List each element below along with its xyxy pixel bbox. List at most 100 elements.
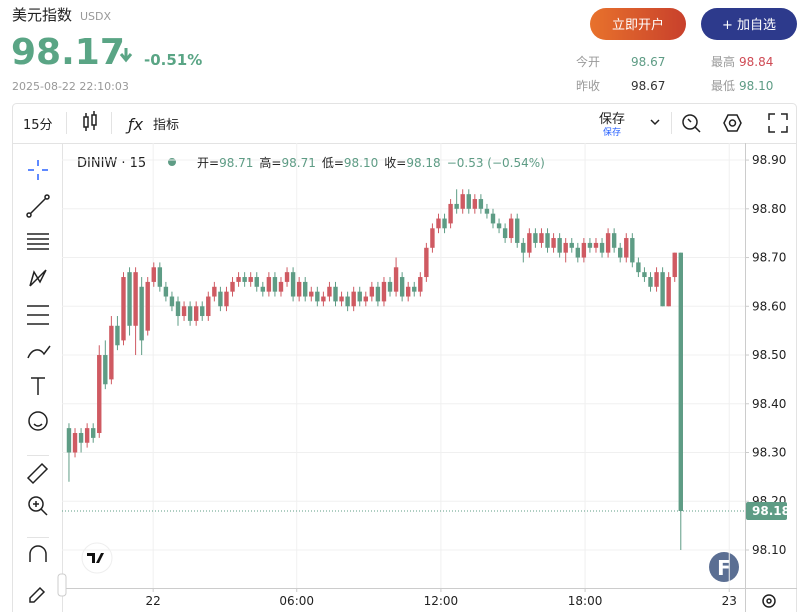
candle-body — [642, 272, 647, 278]
settings-icon[interactable] — [723, 114, 742, 132]
candle-body — [284, 272, 290, 282]
candle-body — [636, 262, 641, 273]
candles-icon[interactable] — [83, 111, 97, 131]
candle-body — [375, 286, 381, 302]
legend-label: 收= — [384, 156, 406, 170]
magnet-tool[interactable] — [29, 545, 47, 562]
stat-value: 98.67 — [631, 79, 665, 93]
candle-body — [169, 296, 175, 307]
plot: 98.9098.8098.7098.6098.5098.4098.3098.20… — [62, 143, 790, 608]
brush-tool[interactable] — [27, 345, 51, 359]
save[interactable]: 保存 — [599, 112, 625, 127]
interval[interactable]: 15分 — [23, 118, 53, 133]
save-menu[interactable] — [650, 119, 660, 126]
legend-label: 高= — [259, 155, 281, 170]
candle-body — [660, 272, 665, 307]
symbol: DINIW · 15 — [77, 156, 146, 171]
indicators[interactable]: 指标 — [153, 118, 179, 133]
candle-body — [121, 277, 126, 341]
candle-body — [515, 218, 520, 243]
candle-body — [624, 238, 629, 258]
candle-body — [581, 242, 587, 258]
stat-label: 今开 — [576, 54, 600, 69]
candle-body — [381, 281, 387, 302]
crosshair-tool[interactable] — [28, 160, 48, 180]
stat-label: 昨收 — [576, 79, 600, 93]
candle-body — [133, 272, 138, 326]
candle-body — [618, 247, 623, 258]
candle-body — [139, 286, 144, 341]
candle-body — [399, 277, 405, 297]
price: 98.17 — [11, 32, 125, 73]
collapse-handle[interactable] — [57, 573, 67, 597]
projection-tool[interactable] — [27, 305, 49, 325]
x-tick-label: 18:00 — [568, 594, 603, 608]
watchlist-button[interactable] — [701, 8, 797, 40]
alert-icon[interactable] — [682, 114, 701, 133]
y-tick-label: 98.40 — [752, 397, 786, 411]
candle-body — [466, 194, 471, 209]
candle-body — [672, 252, 677, 278]
candle-body — [569, 242, 574, 248]
candle-body — [351, 291, 356, 307]
candle-body — [187, 306, 193, 321]
candle-body — [127, 272, 132, 326]
chart-panel — [12, 103, 797, 612]
axis-settings[interactable] — [762, 594, 776, 608]
lock-draw-tool[interactable] — [29, 586, 46, 603]
candle-body — [557, 238, 562, 253]
candle-body — [339, 296, 344, 302]
candle-body — [145, 281, 150, 331]
text-tool[interactable] — [31, 377, 45, 395]
watchlist-label[interactable]: + 加自选 — [722, 18, 776, 33]
candle-body — [84, 428, 90, 443]
legend-label: 开= — [197, 156, 219, 170]
fullscreen-icon[interactable] — [768, 113, 788, 133]
candle-body — [290, 272, 296, 297]
candle-body — [418, 277, 423, 292]
legend-value: 98.71 — [281, 156, 315, 170]
candle-body — [109, 325, 114, 380]
price-label-box — [746, 501, 787, 520]
stat-value: 98.67 — [631, 55, 665, 69]
legend-value: 98.71 — [219, 156, 253, 170]
candle-body — [303, 281, 308, 297]
emoji-tool[interactable] — [28, 411, 48, 431]
candle-body — [405, 286, 411, 297]
candle-body — [527, 233, 532, 253]
y-tick-label: 98.90 — [752, 153, 786, 167]
candle-body — [460, 194, 465, 209]
drawing-tools[interactable] — [26, 160, 51, 603]
candle-body — [539, 233, 544, 243]
open-account-label[interactable]: 立即开户 — [612, 17, 664, 33]
candle-body — [430, 228, 435, 248]
candle-body — [296, 281, 302, 297]
open-account-button[interactable] — [590, 8, 686, 40]
ruler-tool[interactable] — [26, 462, 49, 485]
candle-body — [181, 306, 187, 317]
candle-body — [575, 247, 581, 258]
x-tick-label: 22 — [146, 594, 161, 608]
y-tick-label: 98.30 — [752, 446, 786, 460]
fib-tool[interactable] — [27, 233, 49, 250]
code: USDX — [80, 10, 112, 23]
y-tick-label: 98.60 — [752, 299, 786, 313]
candle-body — [593, 242, 599, 248]
candle-body — [502, 228, 508, 239]
price-label: 98.18 — [752, 504, 790, 518]
candle-body — [236, 277, 241, 282]
candle-body — [551, 238, 556, 248]
save-sub[interactable]: 保存 — [603, 126, 621, 138]
candle-body — [357, 291, 362, 302]
candle-body — [193, 306, 199, 321]
zoom-tool[interactable] — [28, 496, 44, 512]
candle-body — [115, 325, 120, 346]
change: -0.51% — [144, 51, 202, 69]
pattern-tool[interactable] — [29, 269, 47, 287]
legend-value: 98.10 — [344, 156, 378, 170]
candle-body — [472, 199, 478, 209]
candle-body — [387, 281, 393, 292]
fx-icon[interactable]: ƒx — [125, 115, 144, 134]
line-tool[interactable] — [28, 196, 48, 216]
